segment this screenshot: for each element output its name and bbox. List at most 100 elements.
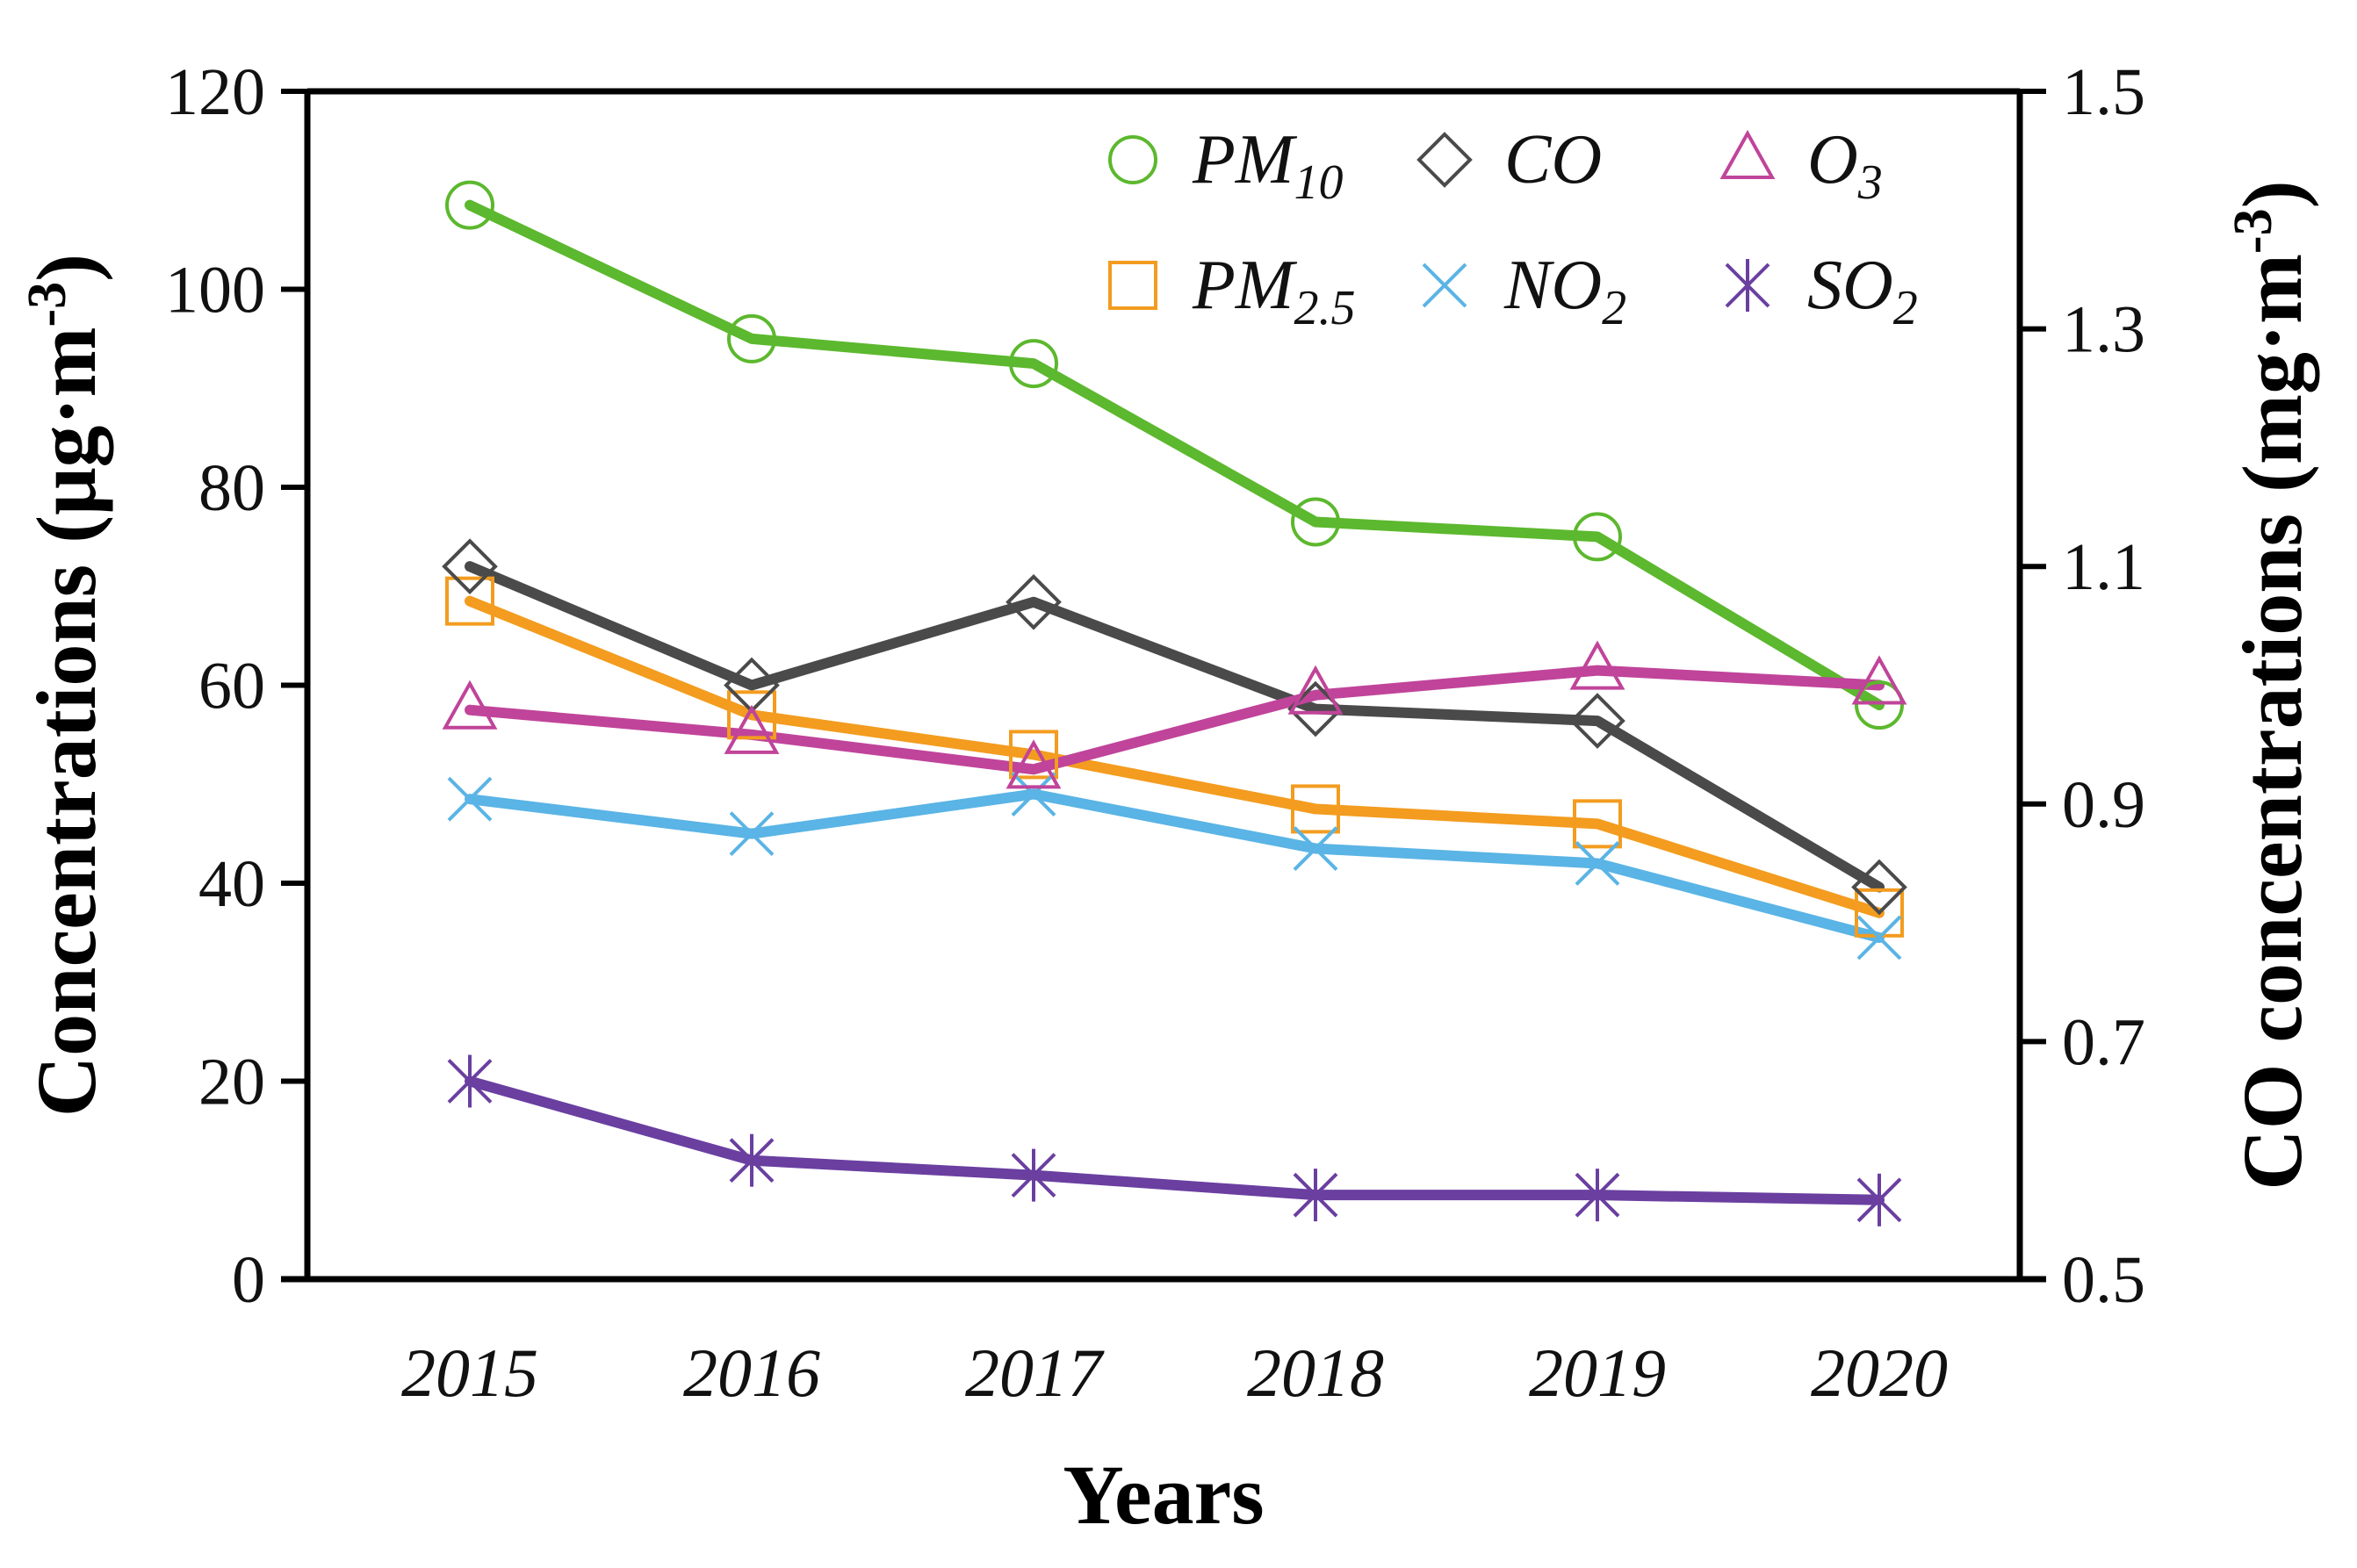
data-point-co xyxy=(1569,693,1625,749)
legend-label-co: CO xyxy=(1504,121,1602,198)
y-tick-label: 100 xyxy=(165,254,265,327)
legend-subscript: 2 xyxy=(1602,281,1626,335)
square-marker xyxy=(1108,261,1157,310)
y-tick-label: 40 xyxy=(198,847,265,921)
series-line-co xyxy=(465,561,1885,893)
data-point-no2 xyxy=(729,811,775,857)
legend-label-no2: NO2 xyxy=(1503,247,1626,335)
series-markers-no2 xyxy=(447,772,1902,960)
x-tick-label: 2020 xyxy=(1811,1334,1948,1411)
data-point-pm25 xyxy=(1573,799,1622,849)
series-markers-o3 xyxy=(442,640,1907,789)
legend-label-pm10: PM10 xyxy=(1192,121,1344,210)
y-tick-label: 0 xyxy=(232,1243,265,1317)
legend-item-pm10: PM10 xyxy=(1108,121,1344,210)
data-point-o3 xyxy=(442,680,498,730)
series-line-pm10 xyxy=(465,199,1885,711)
circle-marker xyxy=(1108,135,1157,184)
circle-marker xyxy=(1291,497,1340,547)
legend-subscript: 2.5 xyxy=(1294,281,1356,335)
y2-axis-title-text: CO concentrations (mg·m xyxy=(2225,254,2319,1190)
legend-subscript: 10 xyxy=(1294,155,1344,210)
data-point-so2 xyxy=(447,1054,493,1108)
legend-subscript: 3 xyxy=(1857,155,1883,210)
diamond-marker xyxy=(442,538,498,595)
data-point-o3 xyxy=(1851,655,1907,705)
square-marker xyxy=(1573,799,1622,849)
legend-item-o3: O3 xyxy=(1719,121,1883,210)
x-marker-stroke xyxy=(447,776,493,822)
triangle-marker xyxy=(1287,665,1344,715)
data-point-so2 xyxy=(1293,1169,1338,1222)
legend-symbol-so2 xyxy=(1725,259,1770,312)
data-point-no2 xyxy=(447,776,493,822)
data-point-o3 xyxy=(724,704,780,754)
x-marker-stroke xyxy=(1293,826,1338,871)
square-marker xyxy=(445,576,494,626)
square-marker xyxy=(1291,784,1340,834)
diamond-marker xyxy=(1851,859,1907,916)
y2-tick-label: 0.9 xyxy=(2062,768,2145,842)
data-point-so2 xyxy=(1575,1169,1620,1222)
data-point-so2 xyxy=(1856,1173,1902,1226)
y-axis-title-superscript: -3 xyxy=(18,282,77,327)
y-tick-label: 20 xyxy=(198,1046,265,1119)
x-tick-label: 2016 xyxy=(683,1334,820,1411)
data-point-pm10 xyxy=(445,180,494,230)
x-marker-stroke xyxy=(1575,841,1620,886)
diamond-marker xyxy=(1569,693,1625,749)
legend-label-so2: SO2 xyxy=(1807,247,1918,335)
legend-label-o3: O3 xyxy=(1807,121,1883,210)
data-point-co xyxy=(442,538,498,595)
data-point-o3 xyxy=(1006,739,1062,789)
y-axis-title: Concentrations (μg·m-3) xyxy=(18,254,113,1117)
data-point-o3 xyxy=(1287,665,1344,715)
data-point-so2 xyxy=(729,1133,775,1187)
y2-tick-label: 0.7 xyxy=(2062,1005,2145,1079)
y-axis-title-text: Concentrations (μg·m xyxy=(19,327,113,1117)
y-tick-label: 120 xyxy=(165,55,265,129)
square-marker xyxy=(727,690,776,740)
y-tick-label: 80 xyxy=(198,451,265,525)
data-point-pm10 xyxy=(1009,339,1058,389)
data-point-pm25 xyxy=(1009,730,1058,780)
y2-axis-title: CO concentrations (mg·m-3) xyxy=(2224,180,2319,1190)
legend-symbol-pm25 xyxy=(1108,261,1157,310)
triangle-marker xyxy=(1569,640,1625,690)
x-marker-stroke xyxy=(1011,772,1056,816)
x-tick-label: 2015 xyxy=(401,1334,538,1411)
legend-item-so2: SO2 xyxy=(1725,247,1918,335)
data-point-no2 xyxy=(1293,826,1338,871)
legend-symbol-pm10 xyxy=(1108,135,1157,184)
y-axis-title-closing: ) xyxy=(19,254,113,282)
y2-axis-title-superscript: -3 xyxy=(2224,208,2283,254)
legend-item-co: CO xyxy=(1416,121,1602,198)
series-line-pm25 xyxy=(465,595,1885,918)
legend-item-no2: NO2 xyxy=(1422,247,1626,335)
diamond-marker xyxy=(1006,573,1062,630)
triangle-marker xyxy=(1719,129,1776,179)
data-point-o3 xyxy=(1569,640,1625,690)
circle-marker xyxy=(1855,680,1904,730)
data-point-so2 xyxy=(1011,1148,1056,1202)
data-point-pm10 xyxy=(1291,497,1340,547)
data-point-co xyxy=(1851,859,1907,916)
x-marker-stroke xyxy=(1856,915,1902,960)
x-marker-stroke xyxy=(729,811,775,857)
legend-subscript: 2 xyxy=(1893,281,1918,335)
series-line-so2 xyxy=(465,1075,1885,1205)
x-axis-title: Years xyxy=(1063,1448,1264,1542)
series-line-no2 xyxy=(465,788,1885,944)
series-markers xyxy=(442,180,1907,1226)
series-markers-so2 xyxy=(447,1054,1902,1226)
square-marker xyxy=(1009,730,1058,780)
triangle-marker xyxy=(1006,739,1062,789)
x-tick-label: 2018 xyxy=(1247,1334,1384,1411)
y2-tick-label: 1.5 xyxy=(2062,55,2145,129)
triangle-marker xyxy=(442,680,498,730)
y2-tick-label: 1.1 xyxy=(2062,530,2145,604)
circle-marker xyxy=(445,180,494,230)
legend-symbol-co xyxy=(1416,132,1473,188)
